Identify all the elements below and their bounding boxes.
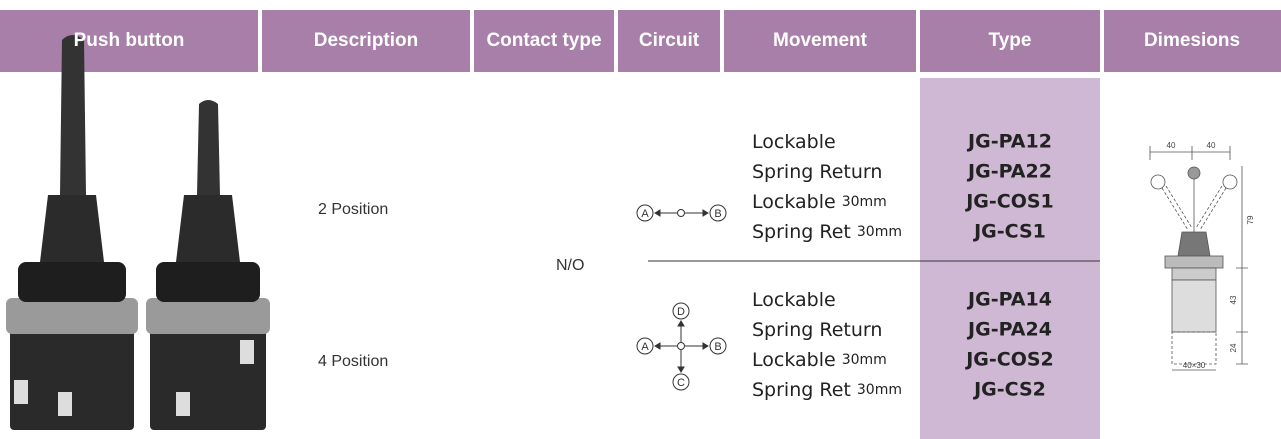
dimension-label: 43 [1229,295,1238,304]
type-code: JG-PA22 [966,161,1052,183]
header-label: Dimesions [1144,30,1240,51]
movement-size: 30mm [842,352,887,368]
movement-text: Spring Return [752,319,882,341]
movement-text: Lockable [752,349,836,371]
header-label: Movement [773,30,868,51]
movement: Lockable [752,131,836,153]
circuit-label: C [677,377,685,389]
movement-text: Lockable [752,289,836,311]
circuit-label: D [677,306,685,318]
movement-text: Spring Return [752,161,882,183]
header-label: Type [989,30,1032,51]
movement-size: 30mm [857,224,902,240]
movement-text: Spring Ret [752,379,851,401]
type-code: JG-PA14 [966,289,1052,311]
header-label: Contact type [486,30,601,51]
circuit-label: A [641,208,649,220]
movement: Spring Ret 30mm [752,379,902,401]
type-code: JG-PA12 [966,131,1052,153]
circuit-label: B [714,208,721,220]
dimension-label: 40×30 [1183,361,1206,370]
circuit-label: B [714,341,721,353]
header-label: Description [314,30,419,51]
dimension-label: 40 [1167,141,1176,150]
dimension-label: 40 [1207,141,1216,150]
contact-type: N/O [556,257,584,274]
circuit-label: A [641,341,649,353]
type-code: JG-CS2 [972,379,1046,401]
description: 2 Position [318,201,388,218]
movement-text: Spring Ret [752,221,851,243]
movement: Lockable 30mm [752,349,887,371]
circuit-symbol [636,204,727,391]
movement: Lockable 30mm [752,191,887,213]
type-code: JG-COS1 [964,191,1054,213]
header-label: Push button [74,30,185,51]
header [0,10,1281,72]
description: 4 Position [318,353,388,370]
movement-size: 30mm [842,194,887,210]
movement: Spring Return [752,161,882,183]
type-column-bg [920,78,1100,439]
movement: Spring Return [752,319,882,341]
movement-text: Lockable [752,131,836,153]
movement: Spring Ret 30mm [752,221,902,243]
header-label: Circuit [639,30,700,51]
movement: Lockable [752,289,836,311]
dimension-drawing [1149,146,1248,371]
movement-size: 30mm [857,382,902,398]
movement-text: Lockable [752,191,836,213]
dimension-label: 79 [1246,215,1255,224]
type-code: JG-PA24 [966,319,1052,341]
joystick-image [6,35,270,430]
type-code: JG-COS2 [964,349,1054,371]
type-code: JG-CS1 [972,221,1046,243]
dimension-label: 24 [1229,343,1238,352]
